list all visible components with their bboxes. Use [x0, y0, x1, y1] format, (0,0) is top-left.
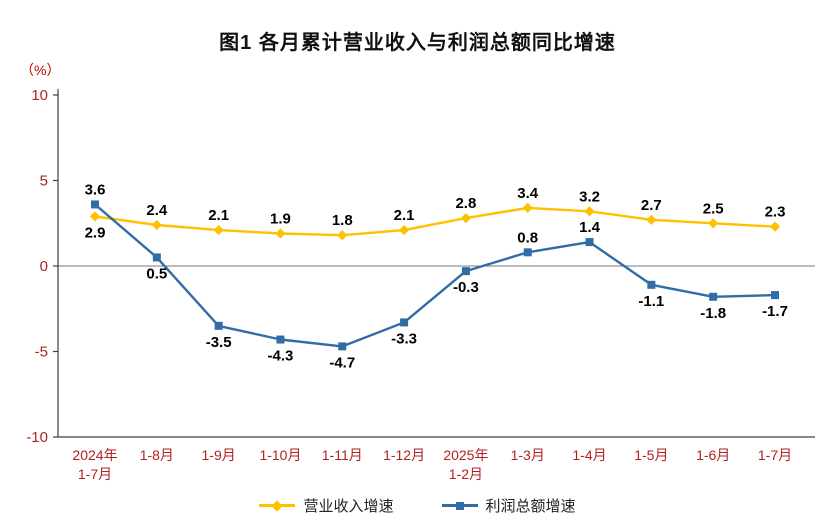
- data-point-marker: [584, 206, 595, 217]
- legend-label-profit: 利润总额增速: [485, 498, 576, 515]
- data-point-label: 2.1: [394, 207, 415, 224]
- data-point-marker: [276, 335, 285, 344]
- data-point-marker: [89, 211, 101, 222]
- data-point-marker: [398, 224, 410, 236]
- x-tick-label: 1-4月: [572, 447, 606, 463]
- data-point-marker: [709, 292, 718, 301]
- revenue-line-swatch: [259, 499, 296, 512]
- data-point-marker: [523, 248, 532, 257]
- data-point-label: -1.7: [762, 303, 788, 320]
- square-marker-icon: [455, 501, 464, 510]
- data-point-label: -0.3: [453, 279, 479, 296]
- x-tick-label: 1-7月: [78, 466, 112, 482]
- x-tick-label: 1-6月: [696, 447, 730, 463]
- x-tick-label: 1-8月: [140, 447, 174, 463]
- data-point-marker: [771, 291, 779, 300]
- chart-svg: （%） 10 5 0 -5 -10 2024年 1-7月 1-8月 1-9月 1-10月 1-11月 1…: [20, 62, 815, 482]
- y-tick-label: -10: [26, 429, 48, 446]
- data-point-label: 1.8: [332, 212, 353, 229]
- data-point-label: 2.1: [208, 207, 229, 224]
- data-point-label: 2.7: [641, 197, 662, 214]
- data-point-marker: [337, 230, 348, 241]
- data-point-label: 0.5: [146, 265, 167, 282]
- y-tick-label: 10: [31, 87, 48, 104]
- data-point-marker: [338, 342, 347, 351]
- data-point-label: 3.2: [579, 188, 600, 205]
- data-point-marker: [152, 253, 161, 262]
- data-point-marker: [646, 214, 657, 225]
- data-point-marker: [585, 238, 594, 247]
- data-point-marker: [708, 218, 719, 229]
- legend-label-revenue: 营业收入增速: [303, 498, 394, 515]
- data-point-label: -4.3: [268, 348, 294, 365]
- series-line-0: [94, 206, 776, 237]
- data-point-label: -3.5: [206, 334, 232, 351]
- data-point-label: -3.3: [391, 330, 417, 347]
- data-point-marker: [213, 224, 224, 236]
- chart-legend: 营业收入增速 利润总额增速: [0, 495, 835, 516]
- data-point-label: 2.4: [146, 202, 168, 219]
- data-point-marker: [400, 318, 409, 327]
- x-tick-label: 2025年: [443, 447, 488, 463]
- data-point-marker: [214, 321, 223, 330]
- data-point-label: -1.1: [638, 293, 664, 310]
- x-tick-label: 2024年: [72, 447, 117, 463]
- data-point-label: -1.8: [700, 305, 726, 322]
- data-point-label: 1.4: [579, 219, 601, 236]
- x-tick-label: 1-11月: [322, 447, 363, 463]
- data-point-marker: [460, 213, 472, 224]
- profit-line-swatch: [441, 501, 478, 510]
- y-tick-label: 0: [40, 258, 48, 275]
- legend-item-profit: 利润总额增速: [441, 495, 576, 516]
- data-point-label: 2.9: [85, 224, 106, 241]
- data-point-marker: [91, 200, 99, 209]
- data-point-label: -4.7: [329, 354, 355, 371]
- data-point-label: 2.5: [703, 200, 724, 217]
- x-tick-label: 1-2月: [449, 466, 483, 482]
- x-tick-label: 1-12月: [383, 447, 425, 463]
- data-point-marker: [769, 221, 781, 232]
- x-tick-label: 1-9月: [202, 447, 236, 463]
- data-point-label: 1.9: [270, 211, 291, 228]
- data-point-label: 3.4: [517, 185, 539, 202]
- chart-title: 图1 各月累计营业收入与利润总额同比增速: [219, 32, 616, 54]
- x-tick-label: 1-5月: [634, 447, 668, 463]
- data-point-label: 0.8: [517, 229, 538, 246]
- y-tick-label: -5: [35, 344, 48, 361]
- y-tick-label: 5: [40, 173, 48, 190]
- chart-area: （%） 10 5 0 -5 -10 2024年 1-7月 1-8月 1-9月 1-10月 1-11月 1…: [0, 55, 835, 487]
- data-point-marker: [522, 202, 533, 213]
- x-tick-label: 1-3月: [511, 447, 545, 463]
- x-tick-label: 1-7月: [758, 447, 792, 463]
- data-point-marker: [275, 228, 286, 239]
- data-point-marker: [151, 219, 162, 231]
- legend-item-revenue: 营业收入增速: [259, 495, 394, 516]
- diamond-marker-icon: [271, 499, 284, 512]
- data-point-label: 2.8: [455, 195, 476, 212]
- data-point-marker: [461, 267, 470, 276]
- series-line-1: [94, 203, 776, 348]
- unit-label: （%）: [20, 62, 60, 78]
- data-point-label: 3.6: [85, 181, 106, 198]
- data-point-label: 2.3: [765, 204, 786, 221]
- x-tick-label: 1-10月: [259, 447, 301, 463]
- data-point-marker: [647, 280, 656, 289]
